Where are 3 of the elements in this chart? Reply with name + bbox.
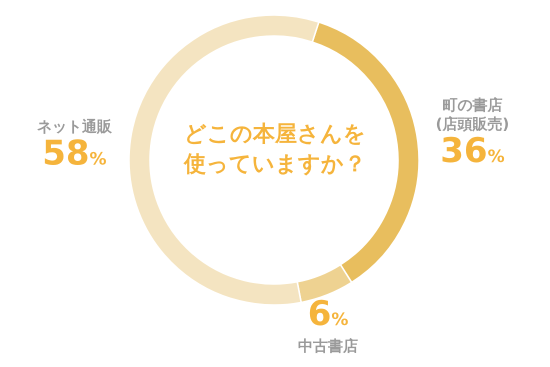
slice-label: 中古書店 [298, 336, 358, 356]
data-label: 6% [306, 294, 350, 336]
text: どこの本屋さんを使っていますか？ [182, 121, 367, 179]
